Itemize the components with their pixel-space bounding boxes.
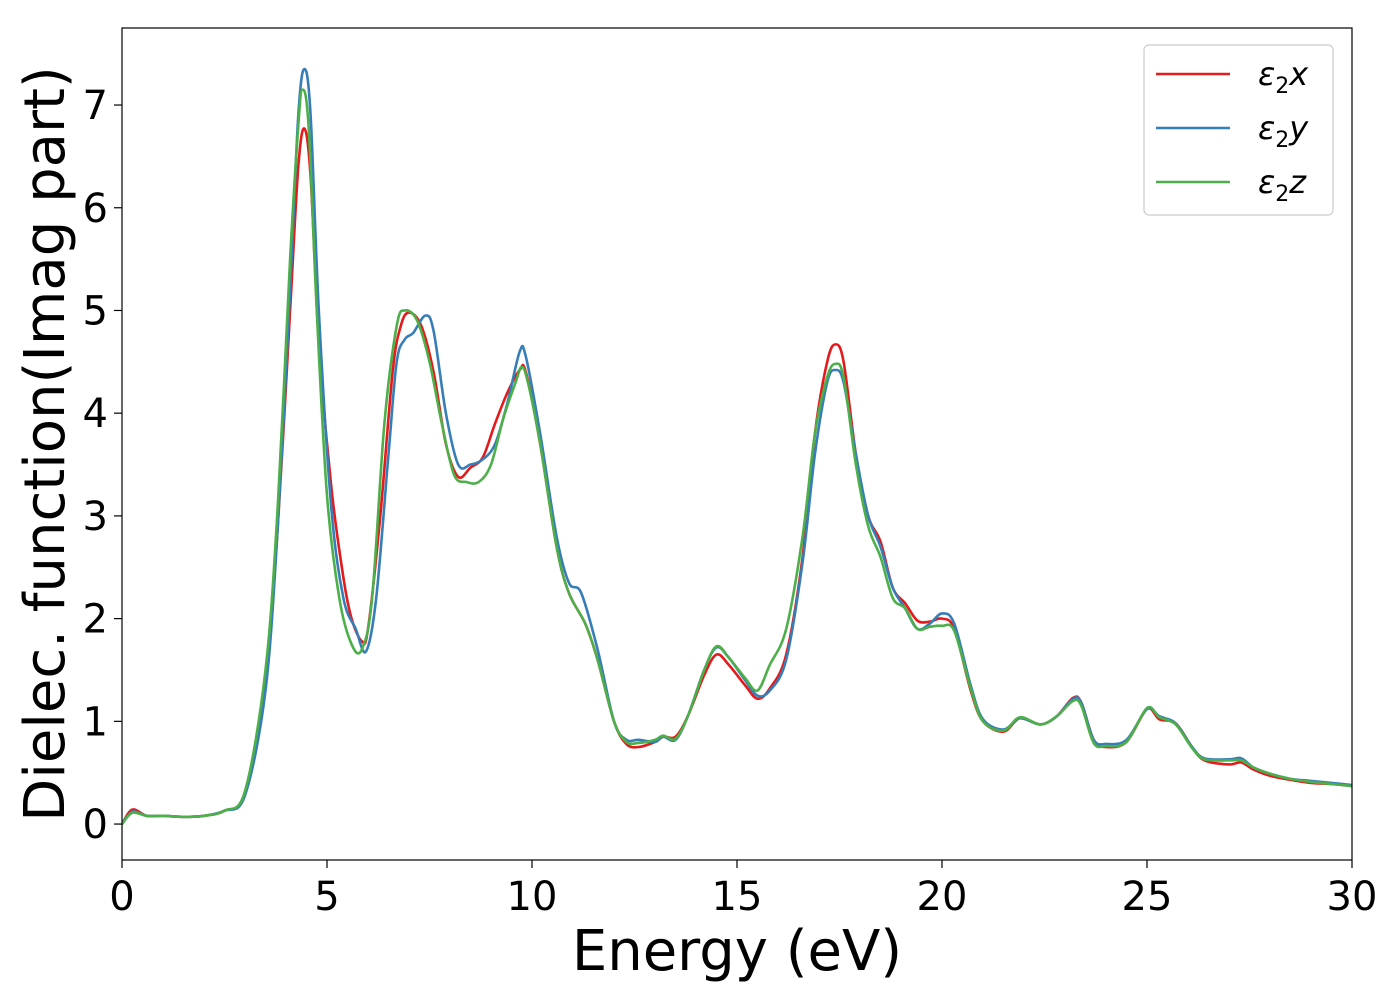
legend-box (1143, 44, 1334, 216)
x-tick-label: 5 (314, 874, 339, 920)
plot-frame (121, 27, 1353, 861)
x-tick-label: 15 (712, 874, 763, 920)
y-tick-label: 5 (83, 288, 108, 334)
y-tick-label: 3 (83, 494, 108, 540)
x-tick-label: 20 (917, 874, 968, 920)
series-group (122, 67, 1352, 826)
y-axis-title: Dielec. function(Imag part) (13, 66, 78, 822)
y-tick-label: 0 (83, 802, 108, 848)
ticks-group: 0 5 10 15 20 25 30 0 1 2 3 4 5 6 7 (83, 83, 1378, 920)
x-tick-label: 30 (1327, 874, 1378, 920)
y-tick-label: 6 (83, 186, 108, 232)
legend-label-z: ε2z (1258, 163, 1307, 207)
legend-label-x: ε2x (1258, 55, 1309, 99)
series-line-z (122, 88, 1352, 826)
y-tick-label: 2 (83, 597, 108, 643)
x-tick-label: 25 (1122, 874, 1173, 920)
legend: ε2x ε2y ε2z (1143, 44, 1334, 216)
y-tick-label: 1 (83, 699, 108, 745)
x-tick-label: 0 (109, 874, 134, 920)
x-tick-label: 10 (507, 874, 558, 920)
x-axis-title: Energy (eV) (572, 919, 902, 984)
legend-label-y: ε2y (1258, 109, 1309, 153)
y-tick-label: 4 (83, 391, 108, 437)
y-tick-label: 7 (83, 83, 108, 129)
